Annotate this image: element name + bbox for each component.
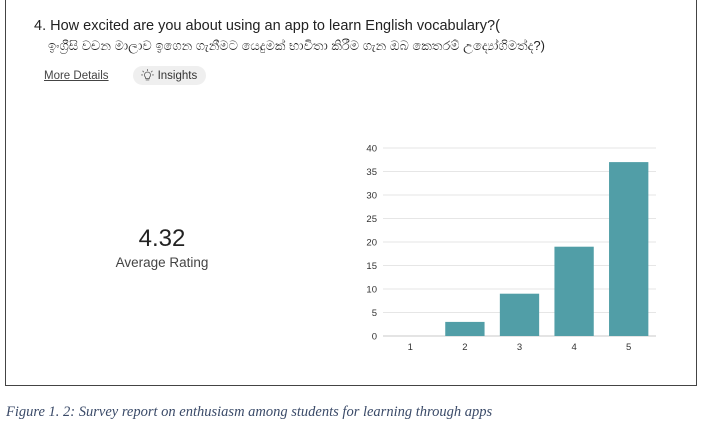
- x-tick-label: 4: [571, 342, 576, 353]
- bar-3: [499, 293, 540, 336]
- insights-button[interactable]: Insights: [132, 66, 207, 85]
- rating-bar-chart: 0 5 10 15 20 25 30 35 40 1 2 3 4 5: [366, 144, 656, 353]
- y-tick-label: 35: [366, 167, 377, 178]
- y-tick-label: 15: [366, 261, 377, 272]
- y-tick-label: 0: [372, 332, 377, 343]
- y-tick-label: 30: [366, 191, 377, 202]
- bar-4: [554, 246, 594, 336]
- lightbulb-icon: [140, 69, 154, 81]
- average-rating-label: Average Rating: [115, 255, 209, 270]
- x-tick-label: 5: [626, 342, 631, 353]
- y-tick-label: 40: [366, 144, 377, 155]
- x-tick-label: 1: [408, 342, 413, 353]
- y-tick-label: 10: [366, 285, 377, 296]
- y-tick-label: 25: [366, 214, 377, 225]
- survey-card: 4. How excited are you about using an ap…: [5, 0, 697, 386]
- more-details-link[interactable]: More Details: [44, 69, 109, 82]
- question-actions: More Details Insights: [44, 66, 207, 85]
- bar-5: [609, 162, 649, 336]
- bar-2: [445, 321, 485, 336]
- y-tick-label: 5: [372, 308, 377, 319]
- y-tick-label: 20: [366, 238, 377, 249]
- question-line-sinhala: ඉංග්‍රීසි වචන මාලාව ඉගෙන ගැනීමට යෙදුමක් …: [48, 38, 545, 53]
- figure-caption: Figure 1. 2: Survey report on enthusiasm…: [6, 404, 493, 420]
- question-line-english: 4. How excited are you about using an ap…: [34, 18, 500, 34]
- average-rating-value: 4.32: [138, 225, 186, 252]
- question-text: 4. How excited are you about using an ap…: [34, 16, 545, 56]
- x-tick-label: 3: [517, 342, 522, 353]
- x-tick-label: 2: [462, 342, 467, 353]
- insights-label: Insights: [157, 69, 198, 82]
- average-rating: 4.32 Average Rating: [106, 224, 218, 272]
